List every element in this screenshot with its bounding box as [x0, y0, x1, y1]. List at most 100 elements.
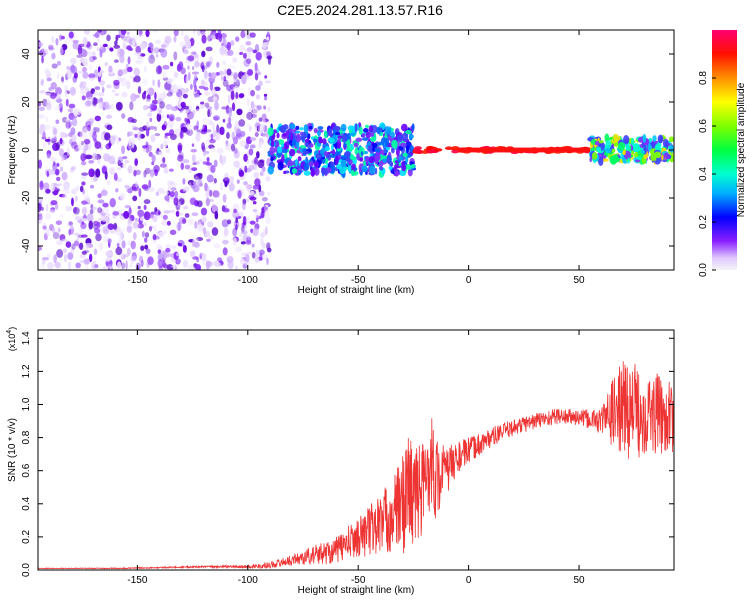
heatmap-cell — [266, 55, 273, 60]
heatmap-cell — [613, 133, 619, 143]
heatmap-cell — [227, 219, 231, 225]
heatmap-cell — [157, 249, 162, 254]
heatmap-cell — [591, 151, 598, 160]
heatmap-cell — [59, 137, 63, 145]
heatmap-cell — [635, 159, 641, 163]
heatmap-cell — [267, 31, 270, 36]
heatmap-cell — [173, 71, 179, 78]
heatmap-cell — [81, 215, 88, 220]
heatmap-cell — [257, 159, 265, 169]
heatmap-cell — [337, 137, 341, 143]
spectrogram-panel: -150 -100 -50 0 50 -40 -20 0 20 40 Height of str… — [7, 29, 675, 296]
heatmap-cell — [398, 145, 404, 151]
heatmap-cell — [281, 153, 285, 164]
heatmap-cell — [171, 264, 178, 268]
heatmap-cell — [38, 126, 44, 136]
heatmap-cell — [191, 143, 195, 147]
heatmap-cell — [117, 34, 121, 39]
heatmap-cell — [198, 85, 205, 90]
heatmap-cell — [269, 146, 275, 156]
heatmap-cell — [82, 189, 86, 195]
heatmap-cell — [42, 257, 50, 261]
heatmap-cell — [201, 145, 206, 153]
heatmap-cell — [413, 146, 422, 150]
heatmap-cell — [117, 73, 120, 80]
heatmap-cell — [355, 137, 363, 142]
heatmap-cell — [247, 107, 254, 113]
heatmap-cell — [249, 126, 253, 130]
heatmap-cell — [112, 211, 120, 216]
heatmap-cell — [222, 155, 227, 164]
heatmap-cell — [388, 165, 393, 171]
heatmap-cell — [365, 131, 371, 139]
heatmap-cell — [180, 162, 185, 170]
heatmap-cell — [73, 240, 80, 247]
heatmap-cell — [153, 47, 160, 54]
heatmap-cell — [42, 225, 47, 230]
heatmap-cell — [46, 77, 52, 82]
heatmap-cell — [164, 262, 167, 270]
heatmap-cell — [93, 91, 98, 97]
heatmap-cell — [105, 250, 113, 257]
heatmap-cell — [222, 79, 229, 87]
heatmap-cell — [114, 40, 118, 46]
heatmap-cell — [220, 75, 224, 81]
heatmap-cell — [264, 204, 269, 213]
heatmap-cell — [395, 148, 400, 157]
heatmap-cell — [162, 91, 166, 101]
heatmap-cell — [104, 170, 108, 180]
heatmap-cell — [663, 152, 670, 160]
heatmap-cell — [133, 75, 141, 83]
heatmap-cell — [97, 207, 103, 214]
heatmap-cell — [191, 167, 198, 172]
heatmap-cell — [200, 252, 207, 261]
heatmap-cell — [168, 168, 174, 172]
heatmap-cell — [622, 150, 626, 156]
heatmap-cell — [156, 147, 160, 152]
heatmap-cell — [158, 231, 165, 238]
heatmap-cell — [159, 101, 165, 109]
heatmap-cell — [144, 232, 150, 238]
heatmap-cell — [313, 161, 320, 168]
y-tick-label: 0.2 — [21, 530, 32, 544]
heatmap-cell — [188, 106, 193, 111]
heatmap-cell — [245, 58, 252, 64]
heatmap-cell — [105, 114, 113, 119]
heatmap-cell — [55, 141, 61, 151]
heatmap-cell — [132, 77, 136, 83]
heatmap-cell — [51, 137, 57, 142]
heatmap-cell — [73, 72, 78, 79]
heatmap-cell — [384, 126, 390, 135]
heatmap-cell — [128, 47, 133, 51]
heatmap-cell — [115, 246, 123, 256]
heatmap-cell — [289, 123, 296, 129]
heatmap-cell — [257, 123, 265, 134]
heatmap-cell — [226, 68, 232, 76]
heatmap-cell — [288, 148, 296, 157]
heatmap-cell — [119, 230, 123, 240]
heatmap-cell — [103, 101, 110, 110]
heatmap-cell — [178, 94, 182, 102]
heatmap-cell — [261, 206, 268, 211]
heatmap-cell — [44, 138, 51, 142]
heatmap-cell — [98, 242, 104, 251]
heatmap-cell — [219, 46, 227, 56]
heatmap-cell — [115, 188, 119, 193]
heatmap-cell — [196, 172, 203, 177]
heatmap-cell — [232, 237, 237, 246]
heatmap-cell — [139, 42, 146, 50]
heatmap-cell — [233, 208, 238, 214]
heatmap-cell — [378, 166, 384, 171]
heatmap-cell — [604, 133, 610, 143]
heatmap-cell — [211, 227, 219, 236]
heatmap-cell — [81, 206, 87, 215]
heatmap-cell — [134, 158, 139, 166]
heatmap-cell — [243, 58, 251, 68]
heatmap-cell — [240, 241, 246, 245]
heatmap-cell — [216, 61, 220, 68]
heatmap-cell — [133, 169, 137, 177]
heatmap-cell — [254, 72, 259, 81]
heatmap-cell — [132, 195, 138, 202]
heatmap-cell — [51, 226, 56, 234]
